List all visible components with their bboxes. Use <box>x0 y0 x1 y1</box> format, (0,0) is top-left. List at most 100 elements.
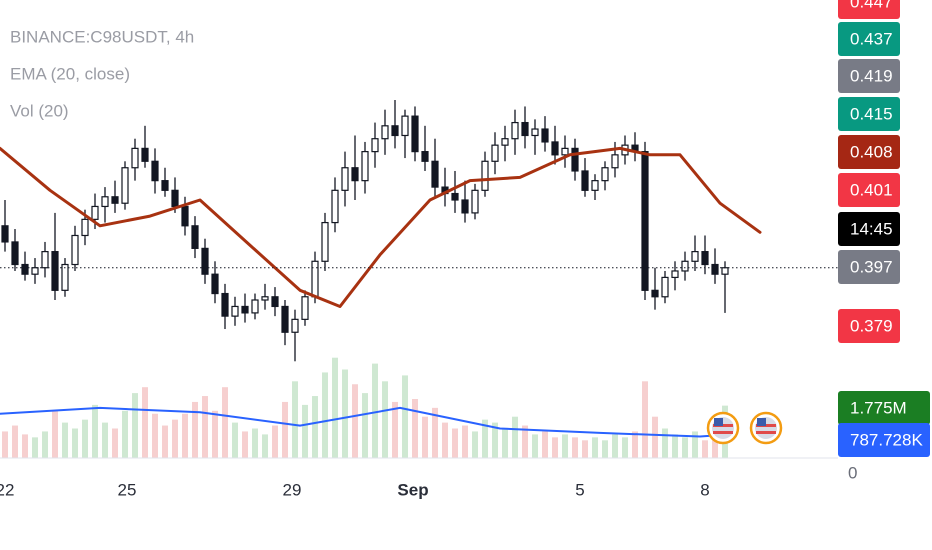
x-tick-label: 8 <box>700 480 709 499</box>
candle-body <box>201 247 209 275</box>
volume-bar <box>42 431 48 458</box>
candle-body <box>561 147 569 156</box>
candle-body <box>261 296 269 301</box>
x-tick-label: Sep <box>397 480 428 499</box>
ema-line <box>0 146 762 308</box>
candle-body <box>641 151 649 291</box>
candle-body <box>241 305 249 314</box>
candle-body <box>61 263 69 291</box>
candle-body <box>211 273 219 295</box>
candle-body <box>431 160 439 188</box>
x-tick-label: 5 <box>575 480 584 499</box>
volume-tick-label: 0 <box>848 463 857 482</box>
volume-bar <box>292 381 298 458</box>
volume-bar <box>152 413 158 458</box>
volume-bar <box>242 431 248 458</box>
volume-ma-line <box>0 406 726 438</box>
price-badge-label: 0.401 <box>850 180 893 199</box>
candle-body <box>531 128 539 137</box>
volume-bar <box>412 399 418 458</box>
volume-bar <box>72 428 78 458</box>
volume-bar <box>32 437 38 458</box>
candle-body <box>691 251 699 262</box>
symbol-title: BINANCE:C98USDT, 4h <box>10 27 194 46</box>
volume-bar <box>572 437 578 458</box>
candle-body <box>81 218 89 237</box>
price-layer <box>0 100 838 362</box>
volume-layer <box>0 357 728 458</box>
candle-body <box>141 147 149 162</box>
candle-body <box>161 180 169 191</box>
candle-body <box>711 263 719 275</box>
volume-bar <box>622 437 628 458</box>
volume-bar <box>52 410 58 458</box>
candle-body <box>701 251 709 266</box>
price-badge <box>838 250 900 284</box>
volume-bar <box>262 434 268 458</box>
event-flag[interactable] <box>706 411 740 445</box>
volume-bar <box>112 428 118 458</box>
volume-bar <box>402 375 408 458</box>
candle-body <box>181 205 189 227</box>
volume-bar <box>442 422 448 458</box>
candle-body <box>581 170 589 191</box>
price-badge <box>838 22 900 56</box>
candle-body <box>91 205 99 220</box>
candle-body <box>341 167 349 191</box>
price-badge-label: 1.775M <box>850 398 907 417</box>
candle-body <box>681 260 689 272</box>
volume-bar <box>462 425 468 458</box>
candle-body <box>21 263 29 275</box>
candle-body <box>171 189 179 208</box>
event-flag[interactable] <box>749 411 783 445</box>
candle-body <box>541 128 549 143</box>
candle-body <box>461 199 469 214</box>
volume-bar <box>592 437 598 458</box>
candle-body <box>411 115 419 153</box>
volume-bar <box>162 425 168 458</box>
price-badge <box>838 59 900 93</box>
volume-bar <box>102 422 108 458</box>
volume-bar <box>92 404 98 458</box>
volume-bar <box>392 401 398 458</box>
price-badge <box>838 309 900 343</box>
candle-body <box>251 299 259 314</box>
volume-bar <box>612 434 618 458</box>
volume-bar <box>182 413 188 458</box>
volume-bar <box>432 407 438 458</box>
candle-body <box>191 225 199 249</box>
volume-bar <box>282 401 288 458</box>
volume-bar <box>382 381 388 458</box>
volume-bar <box>212 410 218 458</box>
volume-bar <box>672 434 678 458</box>
candle-body <box>391 125 399 137</box>
price-badge <box>838 135 900 169</box>
candle-body <box>351 167 359 182</box>
volume-bar <box>582 440 588 458</box>
volume-bar <box>362 393 368 458</box>
candle-body <box>31 267 39 275</box>
volume-bar <box>682 437 688 458</box>
volume-bar <box>532 434 538 458</box>
candle-body <box>611 154 619 169</box>
volume-bar <box>512 416 518 458</box>
price-badge <box>838 391 930 425</box>
candle-body <box>571 147 579 172</box>
volume-bar <box>712 434 718 458</box>
countdown-badge <box>838 212 900 246</box>
candle-body <box>1 225 9 243</box>
candle-body <box>381 125 389 140</box>
candle-body <box>11 241 19 266</box>
candle-body <box>221 292 229 317</box>
candle-body <box>71 234 79 266</box>
candle-body <box>521 121 529 137</box>
candle-body <box>651 289 659 298</box>
volume-bar <box>552 437 558 458</box>
volume-bar <box>562 434 568 458</box>
candle-body <box>661 276 669 298</box>
flag-canton <box>714 418 723 426</box>
candle-body <box>151 160 159 182</box>
volume-bar <box>172 419 178 458</box>
candle-body <box>471 189 479 214</box>
